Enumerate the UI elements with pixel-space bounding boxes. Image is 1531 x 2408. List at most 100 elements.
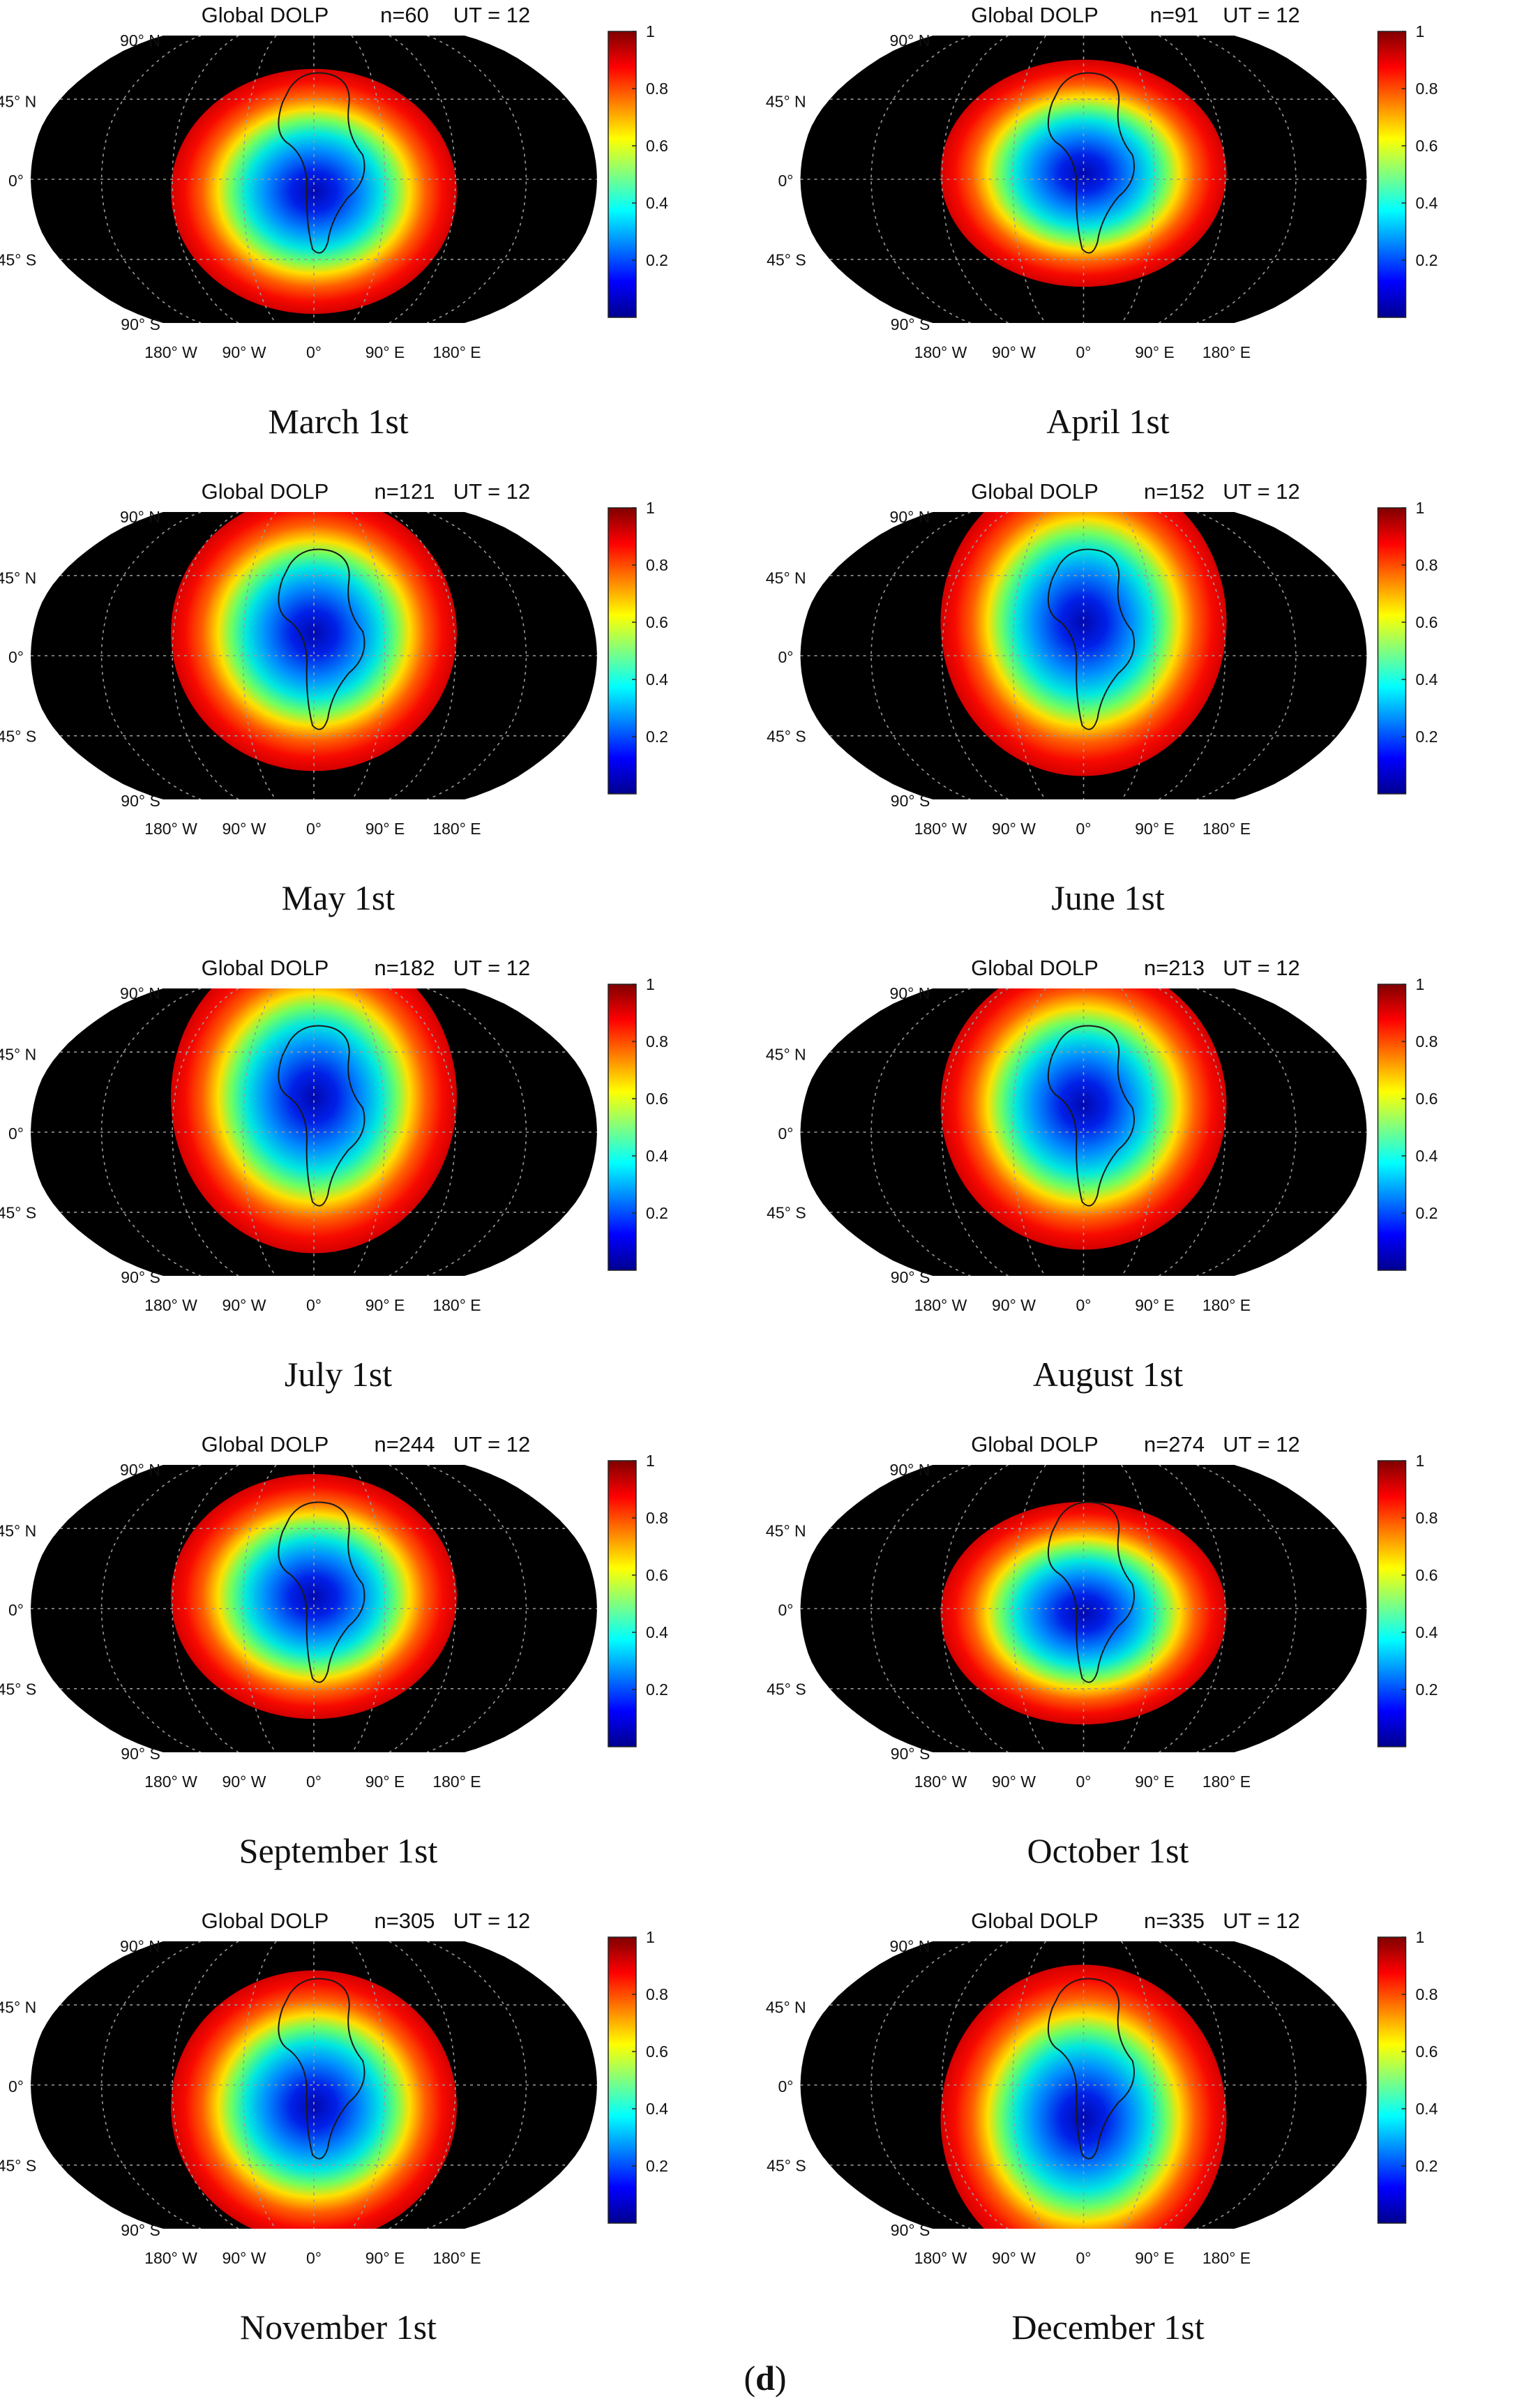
lon-tick-label: 0° [306, 1773, 322, 1791]
colorbar-tick-label: 0.4 [646, 1147, 668, 1165]
map-title-n-label: n=244 [374, 1432, 435, 1457]
lon-tick-label: 180° W [144, 820, 197, 838]
map-panel: Global DOLP n=213 UT = 12 90° N 45° N 0° 45° S… [766, 956, 1438, 1314]
lon-tick-label: 180° W [914, 1296, 967, 1314]
lon-tick-label: 180° W [914, 343, 967, 361]
colorbar-tick-label: 0.4 [1416, 1147, 1438, 1165]
colorbar-tick-label: 0.8 [646, 1509, 668, 1527]
graticule [31, 1941, 597, 2229]
colorbar-tick-label: 0.6 [646, 1090, 668, 1108]
lat-tick-label: 45° N [0, 1046, 36, 1064]
lon-tick-label: 90° W [223, 1773, 266, 1791]
lat-tick-label: 45° N [766, 569, 806, 587]
lon-tick-label: 180° E [432, 1773, 481, 1791]
graticule [800, 1465, 1367, 1752]
lat-tick-label: 90° N [120, 1937, 160, 1955]
colorbar-tick-label: 1 [1416, 1452, 1425, 1470]
coastline [1047, 1501, 1135, 1683]
lat-tick-label: 45° N [766, 93, 806, 111]
colorbar-tick-label: 0.8 [646, 80, 668, 98]
colorbar [1377, 1936, 1407, 2224]
colorbar-tick-label: 0.8 [1416, 1985, 1438, 2003]
map-title-ut-label: UT = 12 [453, 3, 531, 27]
map-panel: Global DOLP n=335 UT = 12 90° N 45° N 0° 45° S… [766, 1909, 1438, 2267]
subfigure-label: (d) [744, 2358, 787, 2398]
lat-tick-label: 0° [8, 1124, 24, 1143]
lon-tick-label: 180° W [914, 1773, 967, 1791]
lat-tick-label: 0° [8, 2077, 24, 2095]
lat-tick-label: 0° [778, 1124, 794, 1143]
dolp-field [940, 512, 1227, 776]
lon-tick-label: 90° W [223, 343, 266, 361]
map-panel: Global DOLP n=152 UT = 12 90° N 45° N 0° 45° S… [766, 479, 1438, 838]
map-title-n-label: n=182 [374, 956, 435, 980]
graticule [31, 988, 597, 1276]
colorbar [1377, 984, 1407, 1271]
colorbar-tick-label: 0.2 [646, 728, 668, 746]
colorbar-tick-label: 0.4 [1416, 2100, 1438, 2118]
map-panel: Global DOLP n=91 UT = 12 90° N 45° N 0° 45° S 9… [766, 3, 1438, 361]
coastline [278, 548, 365, 730]
colorbar-tick-label: 0.6 [646, 1566, 668, 1584]
lat-tick-label: 90° N [120, 984, 160, 1002]
colorbar-tick-label: 0.4 [646, 194, 668, 212]
lon-tick-label: 180° W [914, 2249, 967, 2267]
dolp-field [171, 1970, 457, 2229]
colorbar-tick-label: 1 [1416, 1928, 1425, 1946]
lat-tick-label: 45° S [0, 727, 36, 745]
lat-tick-label: 0° [778, 2077, 794, 2095]
lat-tick-label: 90° N [890, 984, 930, 1002]
colorbar [608, 507, 637, 795]
lat-tick-label: 90° S [121, 1745, 160, 1763]
map-title-n-label: n=91 [1150, 3, 1199, 27]
map-title-title-prefix: Global DOLP [202, 1432, 329, 1457]
lon-tick-label: 180° E [432, 1296, 481, 1314]
lon-tick-label: 90° W [223, 2249, 266, 2267]
map-title-ut-label: UT = 12 [1223, 479, 1300, 504]
lon-tick-label: 90° E [365, 2249, 405, 2267]
colorbar [608, 31, 637, 318]
graticule [800, 988, 1367, 1276]
colorbar-tick-label: 0.2 [1416, 2157, 1438, 2175]
lat-tick-label: 45° N [766, 1046, 806, 1064]
map-title-title-prefix: Global DOLP [971, 3, 1099, 27]
lon-tick-label: 180° E [432, 343, 481, 361]
lat-tick-label: 45° S [0, 250, 36, 269]
colorbar-tick-label: 1 [1416, 499, 1425, 517]
lat-tick-label: 45° N [0, 1999, 36, 2017]
lat-tick-label: 0° [778, 648, 794, 666]
lon-tick-label: 0° [306, 1296, 322, 1314]
lon-tick-label: 180° W [144, 2249, 197, 2267]
lon-tick-label: 90° W [992, 1296, 1036, 1314]
lon-tick-label: 90° W [992, 2249, 1036, 2267]
colorbar-tick-label: 0.4 [646, 1623, 668, 1641]
lat-tick-label: 45° S [767, 1203, 806, 1221]
map-title-ut-label: UT = 12 [1223, 956, 1300, 980]
lon-tick-label: 0° [306, 820, 322, 838]
lon-tick-label: 0° [1076, 2249, 1092, 2267]
lat-tick-label: 45° N [766, 1522, 806, 1540]
lon-tick-label: 90° E [365, 820, 405, 838]
graticule [800, 1941, 1367, 2229]
colorbar-tick-label: 0.4 [1416, 194, 1438, 212]
lon-tick-label: 0° [306, 2249, 322, 2267]
lat-tick-label: 90° S [891, 1268, 930, 1286]
coastline [278, 1978, 365, 2160]
lat-tick-label: 90° S [891, 2221, 930, 2239]
lon-tick-label: 90° E [1135, 2249, 1175, 2267]
lon-tick-label: 180° W [914, 820, 967, 838]
lat-tick-label: 45° S [767, 727, 806, 745]
colorbar-tick-label: 0.8 [646, 1032, 668, 1051]
colorbar-tick-label: 0.8 [1416, 556, 1438, 574]
coastline [278, 1025, 365, 1207]
lon-tick-label: 180° E [1202, 1773, 1251, 1791]
map-panel: Global DOLP n=60 UT = 12 90° N 45° N 0° 45° S 9… [0, 3, 668, 361]
map-title-title-prefix: Global DOLP [202, 3, 329, 27]
colorbar-tick-label: 0.8 [1416, 1032, 1438, 1051]
lon-tick-label: 180° E [1202, 2249, 1251, 2267]
map-title-n-label: n=152 [1144, 479, 1205, 504]
map-panel: Global DOLP n=305 UT = 12 90° N 45° N 0° 45° S… [0, 1909, 668, 2267]
colorbar-tick-label: 0.2 [646, 1680, 668, 1699]
lat-tick-label: 90° N [890, 508, 930, 526]
